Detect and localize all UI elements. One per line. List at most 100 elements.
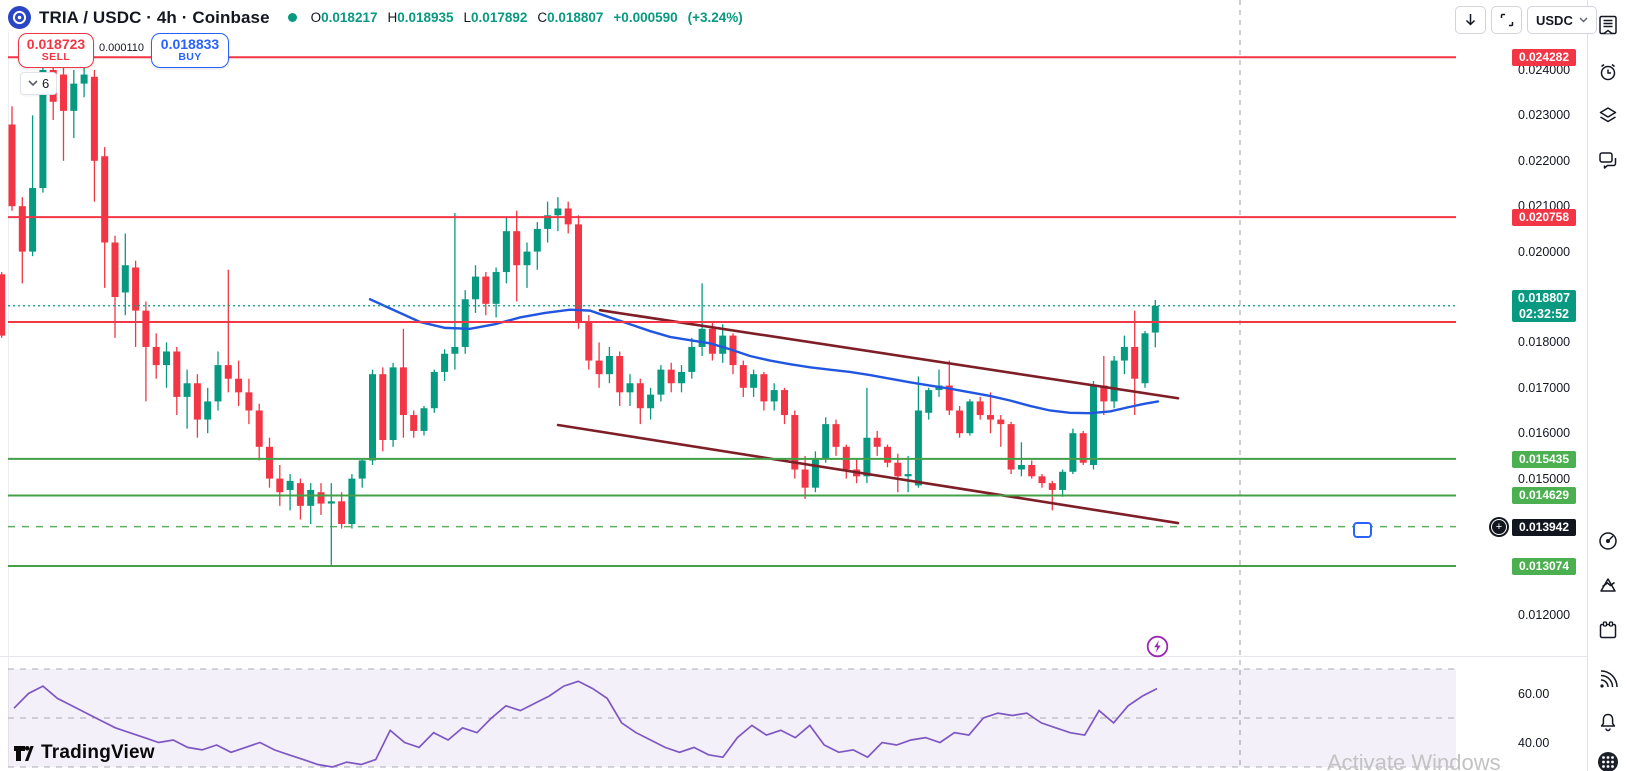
arrow-down-icon: [1465, 14, 1476, 26]
notifications-icon[interactable]: [1596, 710, 1620, 734]
candle: [358, 460, 366, 479]
maximize-icon: [1500, 13, 1513, 27]
chat-icon[interactable]: [1596, 148, 1620, 172]
indicators-collapse-button[interactable]: 6: [20, 72, 58, 95]
price-level-badge: 0.013074: [1512, 557, 1576, 575]
candle: [255, 410, 263, 447]
screener-icon[interactable]: [1596, 529, 1620, 553]
candle: [430, 371, 438, 409]
candle: [647, 394, 655, 409]
candle: [626, 383, 634, 393]
candle: [667, 369, 675, 384]
line-drag-handle[interactable]: [1353, 522, 1372, 538]
axis-tick: 40.00: [1518, 736, 1550, 750]
watchlist-icon[interactable]: [1596, 13, 1620, 37]
rsi-line: [13, 680, 1158, 768]
candle: [1007, 424, 1015, 470]
pane-left-edge: [8, 32, 9, 767]
streams-icon[interactable]: [1596, 668, 1620, 692]
axis-tick: 0.012000: [1518, 608, 1571, 622]
candle: [1110, 360, 1118, 402]
candle: [1141, 333, 1149, 384]
trendline[interactable]: [556, 423, 1180, 525]
candle: [111, 242, 119, 297]
candle: [132, 267, 140, 311]
candle: [1038, 476, 1046, 484]
scroll-to-recent-button[interactable]: [1455, 6, 1486, 34]
candle: [90, 76, 98, 161]
alerts-icon[interactable]: [1596, 60, 1620, 84]
instant-trading-icon[interactable]: [1146, 635, 1169, 663]
candle: [904, 474, 912, 477]
candle: [266, 446, 273, 479]
candle: [101, 156, 109, 243]
candle: [317, 492, 325, 504]
candle: [832, 424, 840, 447]
axis-tick: 60.00: [1518, 687, 1550, 701]
candle: [410, 415, 418, 431]
candle: [523, 251, 531, 266]
maximize-pane-button[interactable]: [1491, 6, 1522, 34]
candle: [678, 371, 685, 384]
candle: [791, 415, 799, 470]
low-value: 0.017892: [471, 10, 528, 25]
candle: [533, 228, 541, 252]
candle: [276, 478, 284, 493]
candle: [801, 469, 809, 488]
candle: [60, 74, 67, 111]
candle: [1059, 471, 1067, 490]
axis-tick: 0.015000: [1518, 472, 1571, 486]
open-value: 0.018217: [321, 10, 378, 25]
candle: [286, 480, 294, 490]
currency-dropdown[interactable]: USDC: [1527, 6, 1597, 34]
layers-icon[interactable]: [1596, 103, 1620, 127]
price-level-badge: 0.015435: [1512, 450, 1576, 468]
candle: [554, 208, 562, 216]
candle: [502, 231, 510, 273]
candle: [163, 351, 170, 366]
candle: [863, 437, 871, 477]
candle: [451, 346, 459, 354]
candle: [389, 367, 397, 441]
buy-price: 0.018833: [160, 36, 220, 53]
candle: [884, 446, 891, 463]
candle: [70, 83, 78, 111]
candle: [966, 401, 974, 434]
candle: [925, 390, 933, 413]
symbol-title[interactable]: TRIA / USDC · 4h · Coinbase: [39, 7, 270, 27]
candle: [1090, 385, 1097, 465]
axis-tick: 0.022000: [1518, 154, 1571, 168]
symbol-logo-icon: [8, 6, 31, 29]
candle: [482, 276, 490, 304]
trendline[interactable]: [598, 308, 1180, 400]
candle: [1079, 433, 1087, 463]
candle: [121, 265, 129, 293]
close-value: 0.018807: [547, 10, 604, 25]
candle: [420, 408, 428, 431]
add-alert-button[interactable]: +: [1489, 517, 1509, 537]
pane-separator[interactable]: [0, 656, 1587, 657]
candle: [575, 224, 582, 322]
ideas-icon[interactable]: [1596, 573, 1620, 597]
chevron-down-icon: [1579, 17, 1588, 23]
sell-button[interactable]: 0.018723 SELL: [18, 33, 94, 68]
candle: [1131, 346, 1139, 379]
candle: [760, 374, 768, 402]
candle: [976, 401, 984, 416]
candle: [595, 360, 603, 375]
spread-value: 0.000110: [98, 42, 145, 54]
candle: [1151, 305, 1159, 333]
candle: [894, 462, 902, 477]
candle: [338, 501, 346, 524]
tradingview-logo-icon: [14, 745, 34, 761]
moving-average-line[interactable]: [368, 298, 1160, 415]
tradingview-logo[interactable]: TradingView: [13, 742, 155, 764]
apps-icon[interactable]: [1596, 750, 1620, 771]
calendar-icon[interactable]: [1596, 618, 1620, 642]
axis-tick: 0.024000: [1518, 63, 1571, 77]
buy-button[interactable]: 0.018833 BUY: [151, 33, 229, 68]
right-sidebar: [1587, 0, 1626, 771]
candle: [472, 276, 479, 300]
candle: [348, 478, 356, 524]
